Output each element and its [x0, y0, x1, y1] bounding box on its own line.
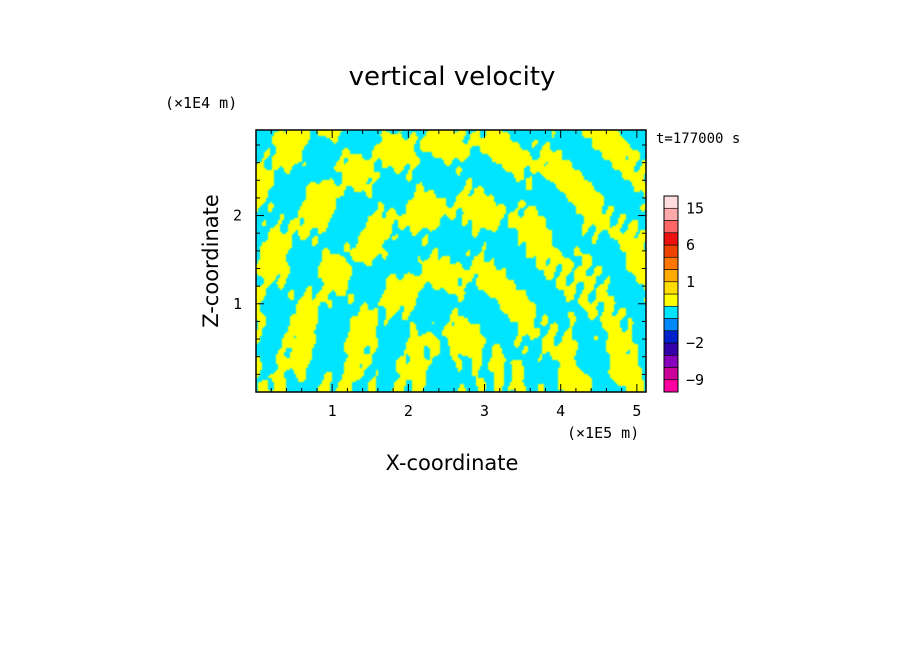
x-axis: 1 2 3 4 5: [270, 130, 641, 420]
y-unit-label: (×1E4 m): [165, 94, 237, 112]
colorbar-swatch: [663, 244, 679, 258]
x-tick-label: 3: [480, 402, 489, 420]
colorbar-swatch: [663, 195, 679, 209]
colorbar-frame: [663, 195, 679, 393]
colorbar: 15 6 1 −2 −9: [663, 195, 704, 393]
y-tick-label: 1: [233, 295, 242, 313]
plot-area: [256, 130, 646, 392]
colorbar-label: 15: [686, 199, 704, 217]
colorbar-swatch: [663, 293, 679, 307]
colorbar-swatch: [663, 379, 679, 393]
field-pattern: [256, 130, 646, 392]
colorbar-label: 1: [686, 273, 695, 291]
x-tick-label: 5: [632, 402, 641, 420]
y-tick-label: 2: [233, 207, 242, 225]
x-tick-label: 2: [404, 402, 413, 420]
colorbar-swatch: [663, 207, 679, 221]
colorbar-label: −9: [686, 371, 704, 389]
y-axis-label: Z-coordinate: [199, 194, 223, 328]
x-tick-label: 4: [556, 402, 565, 420]
y-axis: 12: [233, 144, 646, 375]
colorbar-swatch: [663, 281, 679, 295]
colorbar-swatch: [663, 305, 679, 319]
colorbar-label: 6: [686, 236, 695, 254]
colorbar-swatch: [663, 342, 679, 356]
plot-frame: [255, 129, 647, 393]
chart-title: vertical velocity: [349, 62, 556, 92]
colorbar-swatch: [663, 232, 679, 246]
colorbar-swatch: [663, 330, 679, 344]
x-unit-label: (×1E5 m): [567, 424, 639, 442]
colorbar-swatch: [663, 367, 679, 381]
colorbar-swatch: [663, 269, 679, 283]
colorbar-swatch: [663, 354, 679, 368]
colorbar-label: −2: [686, 334, 704, 352]
colorbar-swatch: [663, 256, 679, 270]
time-label: t=177000 s: [656, 131, 740, 147]
colorbar-swatch: [663, 318, 679, 332]
x-tick-label: 1: [328, 402, 337, 420]
x-axis-label: X-coordinate: [386, 451, 519, 475]
colorbar-swatch: [663, 220, 679, 234]
